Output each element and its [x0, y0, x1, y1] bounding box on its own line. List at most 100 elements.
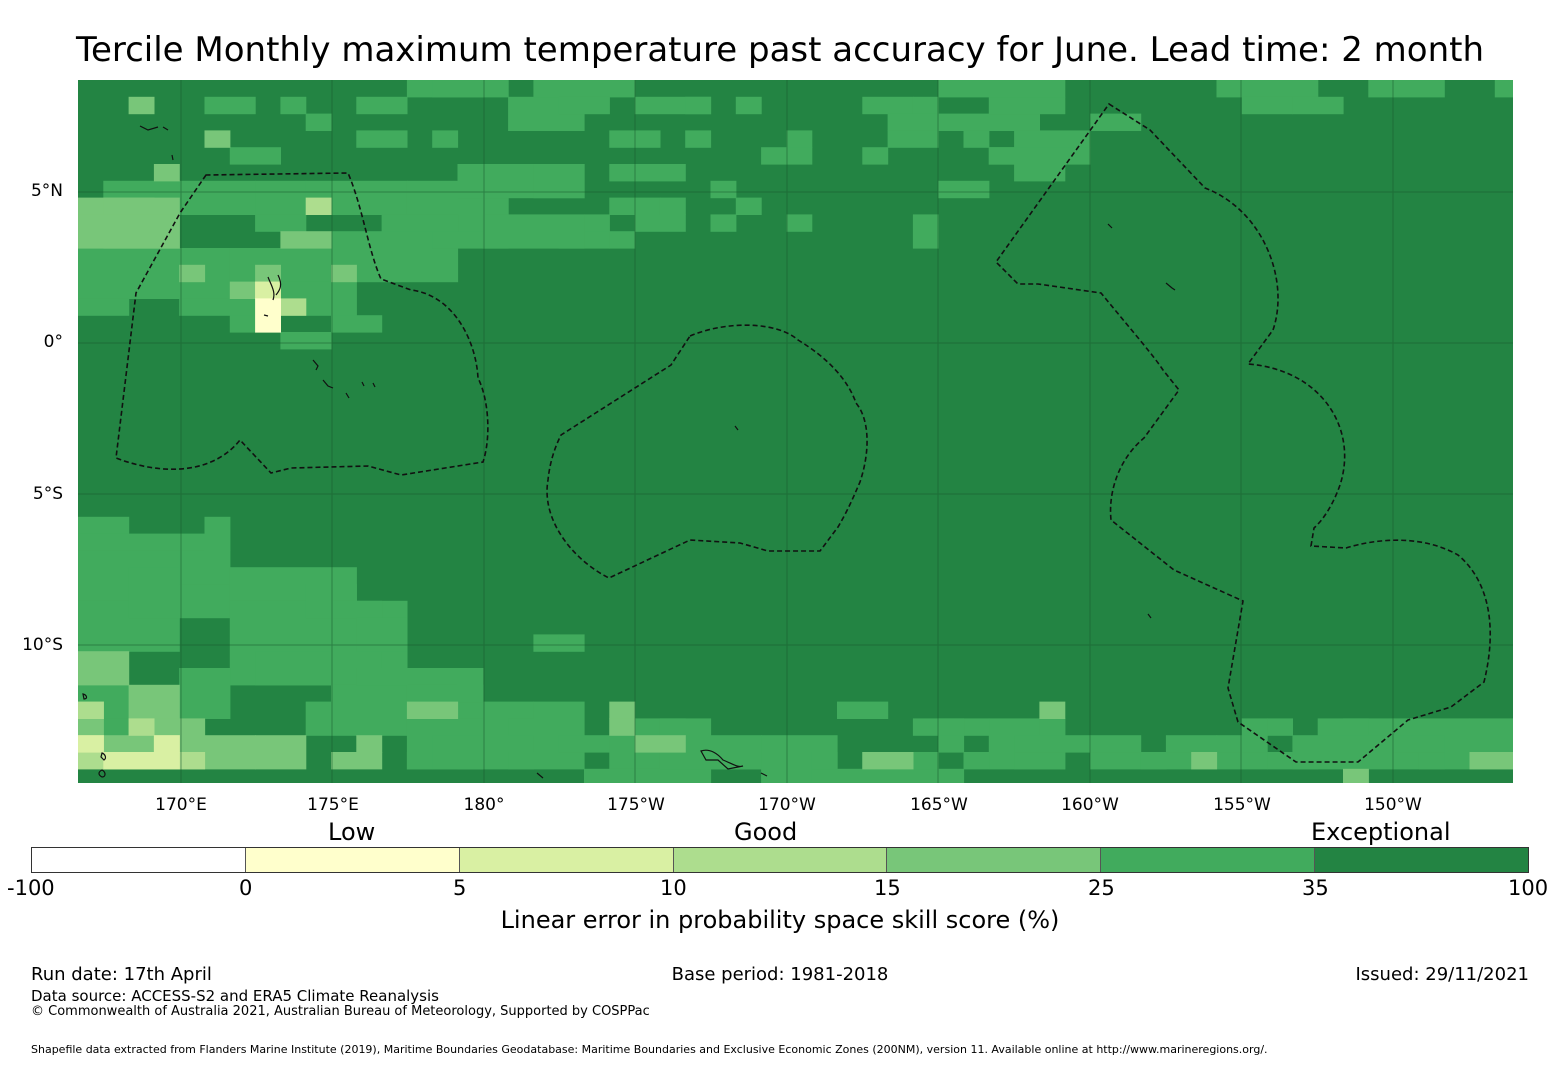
skill-cell — [508, 752, 585, 770]
skill-cell — [938, 180, 990, 199]
island-outline — [267, 276, 275, 301]
colorbar-segment — [673, 848, 888, 872]
colorbar-tick: 100 — [1508, 876, 1549, 900]
skill-cell — [1418, 752, 1445, 770]
island-outline — [760, 772, 768, 777]
colorbar-label: Linear error in probability space skill … — [500, 906, 1060, 934]
skill-cell — [78, 651, 130, 686]
skill-cell — [786, 214, 813, 232]
colorbar-tick: 10 — [660, 876, 687, 900]
skill-cell — [786, 130, 813, 148]
skill-cell — [128, 96, 155, 115]
skill-cell — [811, 768, 965, 783]
skill-cell — [584, 768, 712, 783]
island-outline — [536, 772, 544, 779]
copyright-notice: © Commonwealth of Australia 2021, Austra… — [31, 1004, 650, 1019]
skill-cell — [280, 231, 332, 249]
skill-cell — [331, 600, 383, 619]
island-outline — [162, 126, 169, 131]
island-outline — [345, 392, 350, 399]
skill-cell — [533, 80, 636, 98]
skill-cell — [938, 80, 1066, 98]
colorbar-tick: 35 — [1302, 876, 1329, 900]
skill-cell — [128, 684, 180, 719]
skill-cell — [153, 752, 180, 770]
skill-cell — [862, 752, 914, 770]
skill-cell — [1039, 701, 1066, 719]
island-outline — [82, 693, 88, 700]
skill-cell — [1014, 164, 1066, 182]
skill-cell — [331, 315, 383, 333]
skill-cell — [710, 735, 762, 770]
skill-cell — [78, 701, 104, 719]
skill-cell — [331, 264, 357, 283]
island-outline — [139, 125, 159, 131]
skill-cell — [634, 735, 686, 753]
lon-label-155w: 155°W — [1213, 795, 1271, 815]
island-outlines — [82, 125, 1176, 779]
lon-label-180: 180° — [463, 795, 505, 815]
skill-cell — [609, 164, 686, 182]
colorbar-tick: 25 — [1088, 876, 1115, 900]
colorbar-tick: -100 — [7, 876, 55, 900]
skill-cell — [1292, 96, 1344, 115]
skill-cell — [229, 147, 281, 165]
skill-cell — [1368, 80, 1395, 98]
colorbar-category-good: Good — [734, 818, 798, 846]
skill-cell — [1191, 752, 1218, 770]
skill-cell — [356, 130, 408, 148]
lon-label-150w: 150°W — [1364, 795, 1422, 815]
skill-cell — [1343, 768, 1369, 783]
skill-cell — [179, 264, 206, 283]
island-outline — [171, 154, 174, 161]
skill-cell — [533, 634, 560, 652]
skill-cell — [837, 701, 889, 719]
skill-cell — [912, 96, 939, 115]
island-outline — [322, 379, 334, 389]
colorbar-category-low: Low — [328, 818, 376, 846]
skill-cell — [1216, 80, 1319, 98]
colorbar — [31, 847, 1529, 873]
skill-score-map — [78, 80, 1513, 783]
skill-cell — [356, 96, 408, 115]
skill-cell — [1494, 80, 1513, 98]
lon-label-165w: 165°W — [910, 795, 968, 815]
skill-cell — [204, 735, 256, 770]
skill-cell — [432, 735, 484, 770]
skill-cell — [255, 264, 281, 283]
skill-cell — [685, 130, 712, 148]
skill-cell — [1317, 718, 1369, 736]
skill-cell — [128, 718, 155, 736]
data-source: Data source: ACCESS-S2 and ERA5 Climate … — [31, 987, 439, 1005]
skill-cell — [887, 113, 1040, 131]
skill-cell — [255, 180, 307, 215]
skill-cell — [1014, 735, 1091, 753]
lat-label-5n: 5°N — [30, 181, 63, 201]
graticule — [78, 80, 1513, 783]
shapefile-credit: Shapefile data extracted from Flanders M… — [31, 1043, 1268, 1056]
skill-cell — [963, 752, 990, 770]
skill-cell — [204, 96, 256, 115]
lon-label-170w: 170°W — [758, 795, 816, 815]
skill-cell — [1267, 718, 1293, 736]
skill-cell — [862, 96, 914, 115]
skill-cell — [710, 180, 737, 199]
skill-cell — [78, 752, 104, 770]
skill-cell — [255, 735, 307, 770]
skill-cell — [887, 130, 939, 148]
skill-cell — [103, 752, 130, 770]
run-date: Run date: 17th April — [31, 964, 212, 985]
skill-cell — [255, 651, 332, 686]
skill-cell — [735, 197, 762, 215]
skill-cell — [204, 130, 231, 148]
skill-cell — [1014, 752, 1066, 770]
skill-cell — [78, 248, 231, 299]
skill-cell — [609, 231, 636, 249]
colorbar-segment — [32, 848, 246, 872]
skill-cell — [963, 130, 990, 148]
skill-cell — [558, 634, 585, 652]
skill-cell — [356, 735, 383, 753]
skill-cell — [356, 617, 408, 652]
skill-cell — [1165, 735, 1218, 753]
island-outline — [98, 769, 106, 778]
